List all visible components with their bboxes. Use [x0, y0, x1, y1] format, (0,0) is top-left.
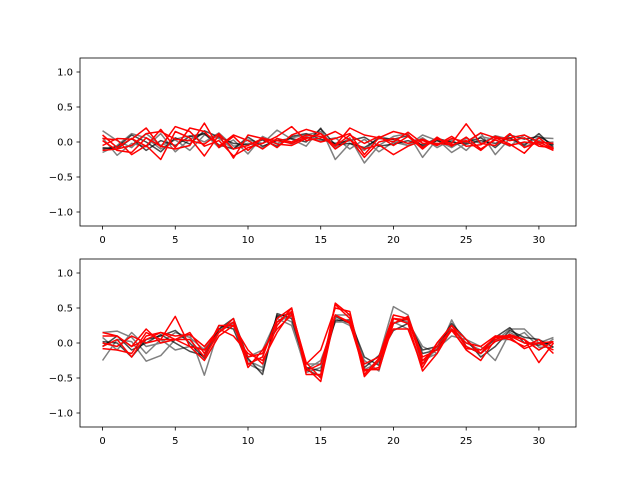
y-tick-label: 0.0 — [57, 138, 73, 149]
plot-area — [101, 302, 555, 383]
x-tick-label: 10 — [242, 235, 255, 246]
x-tick-label: 30 — [533, 436, 546, 447]
top-subplot: 0 5 10 15 20 25 30 −1.0 −0.5 0.0 0.5 1.0 — [49, 57, 577, 246]
y-tick-label: −0.5 — [49, 374, 73, 385]
series-line-red-9 — [102, 130, 554, 161]
y-tick-label: 0.5 — [57, 304, 73, 315]
x-tick-label: 25 — [460, 235, 473, 246]
y-tick-label: 0.0 — [57, 339, 73, 350]
series-line-red-7 — [102, 307, 554, 376]
series-line-red-6 — [102, 314, 554, 383]
x-tick-label: 20 — [387, 235, 400, 246]
x-tick-label: 15 — [314, 436, 327, 447]
plot-area — [101, 122, 554, 164]
x-tick-label: 0 — [99, 235, 105, 246]
bottom-subplot: 0 5 10 15 20 25 30 −1.0 −0.5 0.0 0.5 1.0 — [49, 258, 577, 447]
y-tick-label: −0.5 — [49, 173, 73, 184]
series-line-red-9 — [102, 307, 555, 372]
x-tick-label: 20 — [387, 436, 400, 447]
x-tick-label: 5 — [172, 436, 178, 447]
x-tick-label: 5 — [172, 235, 178, 246]
y-tick-label: 1.0 — [57, 68, 73, 79]
y-tick-label: −1.0 — [49, 409, 73, 420]
series-line-gray-0 — [102, 127, 554, 161]
y-tick-label: 0.5 — [57, 103, 73, 114]
x-tick-label: 0 — [99, 436, 105, 447]
x-tick-label: 10 — [242, 436, 255, 447]
x-tick-label: 25 — [460, 436, 473, 447]
y-tick-label: −1.0 — [49, 208, 73, 219]
y-tick-label: 1.0 — [57, 269, 73, 280]
x-tick-label: 15 — [314, 235, 327, 246]
series-line-red-6 — [102, 125, 554, 157]
series-line-red-8 — [102, 128, 554, 159]
x-tick-label: 30 — [533, 235, 546, 246]
